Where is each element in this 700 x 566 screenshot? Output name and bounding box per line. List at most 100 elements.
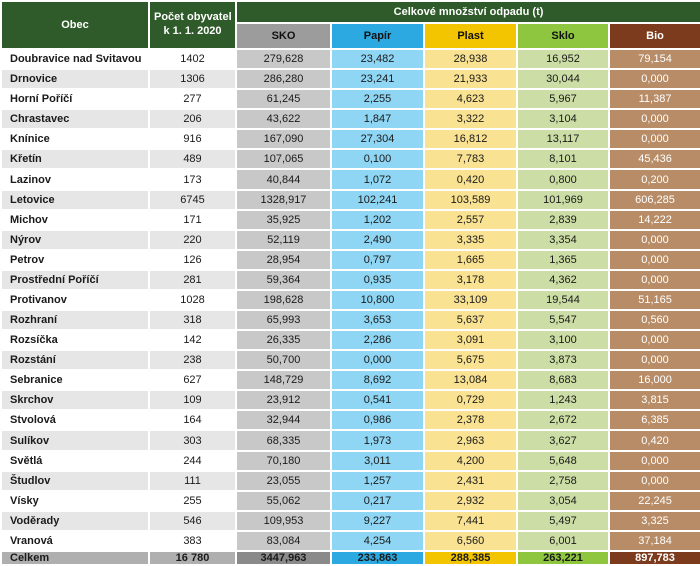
cell-plast: 2,963 (423, 429, 518, 452)
table-row: Světlá 244 70,180 3,011 4,200 5,648 0,000 (0, 449, 700, 472)
cell-plast: 5,637 (423, 309, 518, 332)
cell-obec: Horní Poříčí (0, 88, 150, 111)
cell-sklo: 30,044 (516, 68, 610, 91)
cell-obec: Rozhraní (0, 309, 150, 332)
cell-sklo: 3,054 (516, 489, 610, 512)
cell-papir: 0,217 (330, 489, 425, 512)
cell-bio: 0,000 (607, 68, 700, 91)
cell-sko: 286,280 (235, 68, 332, 91)
cell-sko: 1328,917 (235, 188, 332, 211)
cell-obec: Knínice (0, 128, 150, 151)
total-bio: 897,783 (607, 550, 700, 566)
cell-bio: 0,000 (607, 128, 700, 151)
total-population: 16 780 (148, 550, 237, 566)
cell-bio: 3,815 (607, 389, 700, 412)
table-footer: Celkem 16 780 3447,963 233,863 288,385 2… (0, 550, 700, 566)
cell-bio: 606,285 (607, 188, 700, 211)
cell-papir: 8,692 (330, 369, 425, 392)
table-row: Protivanov 1028 198,628 10,800 33,109 19,544 5… (0, 288, 700, 312)
column-header-sko: SKO (235, 22, 332, 50)
table-body: Doubravice nad Svitavou 1402 279,628 23,482… (0, 47, 700, 553)
cell-obec: Protivanov (0, 288, 150, 312)
cell-sklo: 3,100 (516, 329, 610, 352)
cell-plast: 0,420 (423, 168, 518, 191)
cell-papir: 1,847 (330, 108, 425, 131)
cell-sko: 198,628 (235, 288, 332, 312)
cell-bio: 0,000 (607, 248, 700, 271)
cell-papir: 23,482 (330, 47, 425, 71)
cell-population: 173 (148, 168, 237, 191)
cell-papir: 3,011 (330, 449, 425, 472)
table-row: Rozhraní 318 65,993 3,653 5,637 5,547 0,560 (0, 309, 700, 332)
cell-sklo: 101,969 (516, 188, 610, 211)
cell-sko: 107,065 (235, 148, 332, 171)
cell-plast: 21,933 (423, 68, 518, 91)
cell-sklo: 0,800 (516, 168, 610, 191)
cell-bio: 0,200 (607, 168, 700, 191)
cell-sklo: 4,362 (516, 268, 610, 291)
cell-population: 489 (148, 148, 237, 171)
cell-plast: 2,378 (423, 409, 518, 432)
cell-bio: 0,560 (607, 309, 700, 332)
cell-papir: 0,935 (330, 268, 425, 291)
cell-papir: 4,254 (330, 529, 425, 553)
cell-obec: Prostřední Poříčí (0, 268, 150, 291)
total-sko: 3447,963 (235, 550, 332, 566)
cell-papir: 2,255 (330, 88, 425, 111)
cell-plast: 5,675 (423, 349, 518, 372)
cell-papir: 102,241 (330, 188, 425, 211)
cell-sko: 52,119 (235, 228, 332, 251)
cell-papir: 0,000 (330, 349, 425, 372)
cell-papir: 2,490 (330, 228, 425, 251)
cell-population: 238 (148, 349, 237, 372)
cell-papir: 1,072 (330, 168, 425, 191)
cell-population: 111 (148, 469, 237, 492)
table-row: Vísky 255 55,062 0,217 2,932 3,054 22,245 (0, 489, 700, 512)
table-row: Knínice 916 167,090 27,304 16,812 13,117 0,000 (0, 128, 700, 151)
cell-papir: 0,986 (330, 409, 425, 432)
cell-obec: Letovice (0, 188, 150, 211)
cell-sklo: 5,497 (516, 509, 610, 532)
cell-sklo: 2,758 (516, 469, 610, 492)
cell-sklo: 5,547 (516, 309, 610, 332)
cell-obec: Lazinov (0, 168, 150, 191)
table-row: Drnovice 1306 286,280 23,241 21,933 30,044 0,0… (0, 68, 700, 91)
cell-papir: 9,227 (330, 509, 425, 532)
cell-population: 383 (148, 529, 237, 553)
cell-plast: 2,557 (423, 208, 518, 231)
cell-population: 303 (148, 429, 237, 452)
cell-obec: Rozstání (0, 349, 150, 372)
column-header-population: Počet obyvatel k 1. 1. 2020 (148, 0, 237, 50)
cell-sklo: 1,365 (516, 248, 610, 271)
cell-population: 109 (148, 389, 237, 412)
table-row: Lazinov 173 40,844 1,072 0,420 0,800 0,200 (0, 168, 700, 191)
total-label: Celkem (0, 550, 150, 566)
cell-plast: 2,431 (423, 469, 518, 492)
cell-plast: 16,812 (423, 128, 518, 151)
cell-plast: 3,178 (423, 268, 518, 291)
cell-plast: 3,091 (423, 329, 518, 352)
table-row: Letovice 6745 1328,917 102,241 103,589 101,96… (0, 188, 700, 211)
cell-papir: 10,800 (330, 288, 425, 312)
table-row: Rozstání 238 50,700 0,000 5,675 3,873 0,000 (0, 349, 700, 372)
table-row: Sebranice 627 148,729 8,692 13,084 8,683 16,00… (0, 369, 700, 392)
cell-sklo: 3,104 (516, 108, 610, 131)
cell-sklo: 16,952 (516, 47, 610, 71)
cell-population: 6745 (148, 188, 237, 211)
cell-sko: 32,944 (235, 409, 332, 432)
cell-plast: 6,560 (423, 529, 518, 553)
table-row: Křetín 489 107,065 0,100 7,783 8,101 45,436 (0, 148, 700, 171)
table-row: Študlov 111 23,055 1,257 2,431 2,758 0,000 (0, 469, 700, 492)
cell-sko: 55,062 (235, 489, 332, 512)
total-papir: 233,863 (330, 550, 425, 566)
cell-population: 1028 (148, 288, 237, 312)
cell-plast: 4,200 (423, 449, 518, 472)
cell-sko: 23,912 (235, 389, 332, 412)
table-row: Sulíkov 303 68,335 1,973 2,963 3,627 0,420 (0, 429, 700, 452)
cell-sklo: 3,354 (516, 228, 610, 251)
cell-sko: 50,700 (235, 349, 332, 372)
table-row: Skrchov 109 23,912 0,541 0,729 1,243 3,815 (0, 389, 700, 412)
cell-sklo: 2,672 (516, 409, 610, 432)
cell-obec: Petrov (0, 248, 150, 271)
